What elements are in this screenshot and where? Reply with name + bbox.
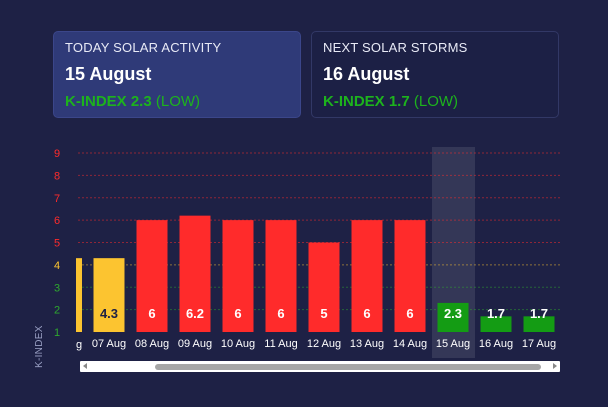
bar bbox=[523, 316, 555, 332]
scroll-left-icon[interactable] bbox=[83, 363, 87, 369]
bar bbox=[93, 258, 125, 332]
bar bbox=[265, 220, 297, 332]
bar-value-label: 2.3 bbox=[444, 306, 462, 321]
y-tick-label: 6 bbox=[54, 215, 60, 227]
x-tick-label-partial: g bbox=[76, 339, 82, 351]
next-card-title: NEXT SOLAR STORMS bbox=[323, 40, 468, 55]
y-axis-title: K-INDEX bbox=[34, 325, 45, 368]
x-tick-label: 17 Aug bbox=[522, 338, 556, 350]
bar bbox=[480, 316, 512, 332]
bar bbox=[308, 242, 340, 332]
y-tick-label: 9 bbox=[54, 148, 60, 160]
x-tick-label: 07 Aug bbox=[92, 338, 126, 350]
chart-scrollbar[interactable] bbox=[80, 361, 560, 372]
scrollbar-thumb[interactable] bbox=[155, 364, 541, 370]
bar-value-label: 5 bbox=[320, 306, 327, 321]
x-tick-label: 16 Aug bbox=[479, 338, 513, 350]
bar bbox=[136, 220, 168, 332]
bar-value-label: 6.2 bbox=[186, 306, 204, 321]
scroll-right-icon[interactable] bbox=[553, 363, 557, 369]
bar-value-label: 4.3 bbox=[100, 306, 118, 321]
bar-value-label: 6 bbox=[148, 306, 155, 321]
today-card-title: TODAY SOLAR ACTIVITY bbox=[65, 40, 222, 55]
today-k-index-value: K-INDEX 2.3 bbox=[65, 93, 152, 110]
x-tick-label: 13 Aug bbox=[350, 338, 384, 350]
bar-value-label: 6 bbox=[406, 306, 413, 321]
bar bbox=[437, 302, 469, 332]
bar bbox=[394, 220, 426, 332]
bar-partial bbox=[76, 258, 82, 332]
x-tick-label: 15 Aug bbox=[436, 338, 470, 350]
y-tick-label: 8 bbox=[54, 170, 60, 182]
y-tick-label: 3 bbox=[54, 282, 60, 294]
y-tick-label: 1 bbox=[54, 327, 60, 339]
next-storms-card: NEXT SOLAR STORMS 16 August K-INDEX 1.7 … bbox=[311, 31, 559, 118]
bar bbox=[179, 215, 211, 332]
next-k-index-value: K-INDEX 1.7 bbox=[323, 93, 410, 110]
y-tick-label: 7 bbox=[54, 193, 60, 205]
x-tick-label: 10 Aug bbox=[221, 338, 255, 350]
today-card-date: 15 August bbox=[65, 64, 152, 84]
bar-value-label: 6 bbox=[234, 306, 241, 321]
k-index-chart: 1 2 3 4 5 6 7 8 9 g 4.3 07 Aug 6 08 Aug 6.2 09 Aug 6 10 A… bbox=[54, 147, 560, 358]
next-k-index-level: (LOW) bbox=[413, 93, 459, 110]
bar-value-label: 1.7 bbox=[487, 306, 505, 321]
today-activity-card: TODAY SOLAR ACTIVITY 15 August K-INDEX 2… bbox=[53, 31, 301, 118]
x-tick-label: 09 Aug bbox=[178, 338, 212, 350]
x-tick-label: 14 Aug bbox=[393, 338, 427, 350]
next-card-date: 16 August bbox=[323, 64, 410, 84]
y-tick-label: 5 bbox=[54, 238, 60, 250]
y-tick-label: 4 bbox=[54, 260, 60, 272]
bar bbox=[222, 220, 254, 332]
y-tick-label: 2 bbox=[54, 305, 60, 317]
today-k-index-level: (LOW) bbox=[155, 93, 201, 110]
today-k-index: K-INDEX 2.3 (LOW) bbox=[65, 93, 289, 110]
x-tick-label: 08 Aug bbox=[135, 338, 169, 350]
bar-value-label: 6 bbox=[277, 306, 284, 321]
next-k-index: K-INDEX 1.7 (LOW) bbox=[323, 93, 547, 110]
x-tick-label: 12 Aug bbox=[307, 338, 341, 350]
x-tick-label: 11 Aug bbox=[264, 338, 297, 350]
bar-value-label: 6 bbox=[363, 306, 370, 321]
bar bbox=[351, 220, 383, 332]
bar-value-label: 1.7 bbox=[530, 306, 548, 321]
